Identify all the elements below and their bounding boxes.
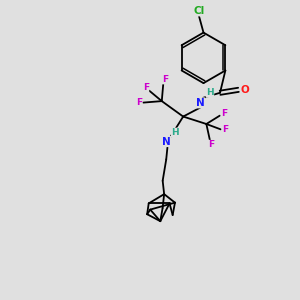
- Text: F: F: [162, 75, 168, 84]
- Text: F: F: [136, 98, 142, 107]
- Text: N: N: [162, 136, 171, 146]
- Text: H: H: [171, 128, 179, 137]
- Text: N: N: [196, 98, 205, 108]
- Text: H: H: [206, 88, 214, 97]
- Text: O: O: [241, 85, 249, 95]
- Text: F: F: [221, 109, 227, 118]
- Text: Cl: Cl: [194, 6, 205, 16]
- Text: F: F: [143, 82, 149, 91]
- Text: F: F: [222, 125, 228, 134]
- Text: F: F: [208, 140, 214, 149]
